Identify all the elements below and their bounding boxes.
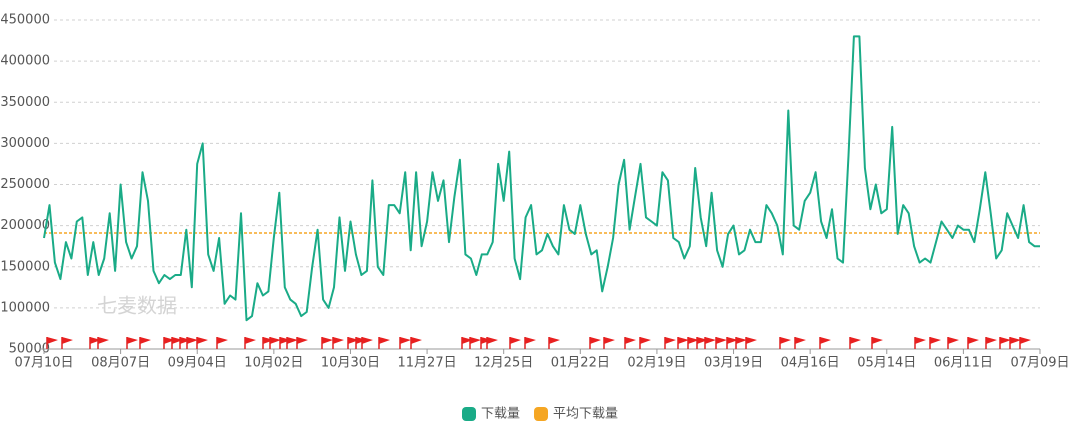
y-tick-label: 100000 xyxy=(0,300,50,315)
flag xyxy=(948,337,959,344)
flag xyxy=(127,337,138,344)
flag xyxy=(705,337,716,344)
flag xyxy=(164,337,175,344)
x-tick-label: 04月16日 xyxy=(781,356,840,371)
flag xyxy=(297,337,308,344)
flag xyxy=(850,337,861,344)
flag xyxy=(263,337,274,344)
flag xyxy=(348,337,359,344)
flag xyxy=(90,337,101,344)
flag xyxy=(780,337,791,344)
x-tick-label: 09月04日 xyxy=(168,356,227,371)
flag xyxy=(697,337,708,344)
flag xyxy=(47,337,58,344)
x-tick-label: 07月10日 xyxy=(14,356,73,371)
x-tick-label: 01月22日 xyxy=(551,356,610,371)
flag xyxy=(820,337,831,344)
x-tick-label: 11月27日 xyxy=(398,356,457,371)
flag xyxy=(736,337,747,344)
flag xyxy=(270,337,281,344)
x-tick-label: 05月14日 xyxy=(857,356,916,371)
flag xyxy=(140,337,151,344)
flag xyxy=(640,337,651,344)
y-tick-label: 50000 xyxy=(9,342,50,357)
legend-label: 平均下载量 xyxy=(553,407,618,422)
flag xyxy=(333,337,344,344)
legend-label: 下载量 xyxy=(481,407,520,422)
flag xyxy=(915,337,926,344)
y-tick-label: 450000 xyxy=(0,13,50,28)
flag xyxy=(1020,337,1031,344)
flag xyxy=(1010,337,1021,344)
flag xyxy=(525,337,536,344)
flag xyxy=(688,337,699,344)
x-tick-label: 02月19日 xyxy=(627,356,686,371)
flag xyxy=(625,337,636,344)
flag xyxy=(280,337,291,344)
flag xyxy=(487,337,498,344)
flag xyxy=(245,337,256,344)
y-tick-label: 150000 xyxy=(0,259,50,274)
flag xyxy=(362,337,373,344)
flag xyxy=(411,337,422,344)
legend-swatch xyxy=(462,407,476,421)
watermark: 七麦数据 xyxy=(97,294,177,318)
flag xyxy=(287,337,298,344)
flag xyxy=(727,337,738,344)
flag xyxy=(746,337,757,344)
x-tick-label: 08月07日 xyxy=(91,356,150,371)
y-tick-label: 200000 xyxy=(0,218,50,233)
legend-swatch xyxy=(534,407,549,421)
flag xyxy=(197,337,208,344)
flag xyxy=(400,337,411,344)
y-tick-label: 400000 xyxy=(0,54,50,69)
flag xyxy=(930,337,941,344)
flag xyxy=(462,337,473,344)
flag xyxy=(872,337,883,344)
flag xyxy=(180,337,191,344)
flag xyxy=(604,337,615,344)
y-tick-label: 250000 xyxy=(0,177,50,192)
x-tick-label: 03月19日 xyxy=(704,356,763,371)
flag xyxy=(590,337,601,344)
flag xyxy=(98,337,109,344)
x-tick-label: 12月25日 xyxy=(474,356,533,371)
flag xyxy=(62,337,73,344)
x-tick-label: 06月11日 xyxy=(934,356,993,371)
x-tick-label: 07月09日 xyxy=(1010,356,1069,371)
flag xyxy=(549,337,560,344)
flag xyxy=(665,337,676,344)
y-tick-label: 300000 xyxy=(0,136,50,151)
flag xyxy=(678,337,689,344)
x-tick-label: 10月02日 xyxy=(244,356,303,371)
flag xyxy=(716,337,727,344)
flag xyxy=(322,337,333,344)
flag xyxy=(795,337,806,344)
flag xyxy=(968,337,979,344)
flag xyxy=(217,337,228,344)
flag xyxy=(187,337,198,344)
flag xyxy=(1000,337,1011,344)
y-tick-label: 350000 xyxy=(0,95,50,110)
line-series xyxy=(43,35,1040,322)
flag xyxy=(470,337,481,344)
x-tick-label: 10月30日 xyxy=(321,356,380,371)
flag xyxy=(379,337,390,344)
flag xyxy=(986,337,997,344)
flag xyxy=(510,337,521,344)
flag xyxy=(172,337,183,344)
